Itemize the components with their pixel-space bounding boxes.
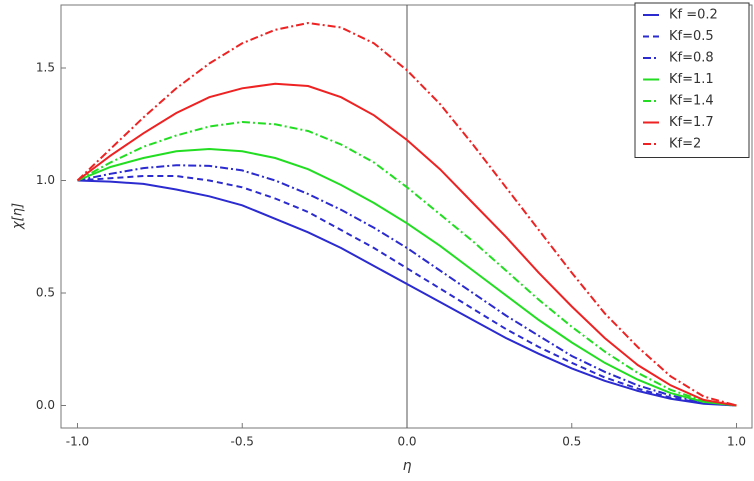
line-series — [77, 147, 737, 407]
y-tick-label: 0.5 — [36, 286, 55, 300]
y-axis-label: χ[η] — [11, 203, 26, 230]
legend-label: Kf=0.5 — [669, 29, 714, 44]
line-series — [77, 120, 737, 407]
y-tick-label: 1.0 — [36, 173, 55, 187]
x-tick-label: 0.0 — [397, 435, 416, 449]
line-series — [77, 179, 737, 407]
legend-label: Kf=1.1 — [669, 72, 714, 87]
x-axis-label: η — [403, 458, 412, 474]
legend-label: Kf=0.8 — [669, 51, 714, 66]
legend-label: Kf=1.4 — [669, 94, 714, 109]
line-series — [76, 82, 737, 407]
line-series — [76, 21, 737, 407]
y-tick-label: 0.0 — [36, 398, 55, 412]
line-series — [77, 175, 737, 407]
x-tick-label: 1.0 — [727, 435, 746, 449]
legend-label: Kf =0.2 — [669, 8, 718, 23]
x-tick-label: 0.5 — [562, 435, 581, 449]
legend-label: Kf=2 — [669, 137, 701, 152]
x-tick-label: -0.5 — [231, 435, 254, 449]
y-tick-label: 1.5 — [36, 61, 55, 75]
x-tick-label: -1.0 — [66, 435, 89, 449]
legend-label: Kf=1.7 — [669, 115, 714, 130]
